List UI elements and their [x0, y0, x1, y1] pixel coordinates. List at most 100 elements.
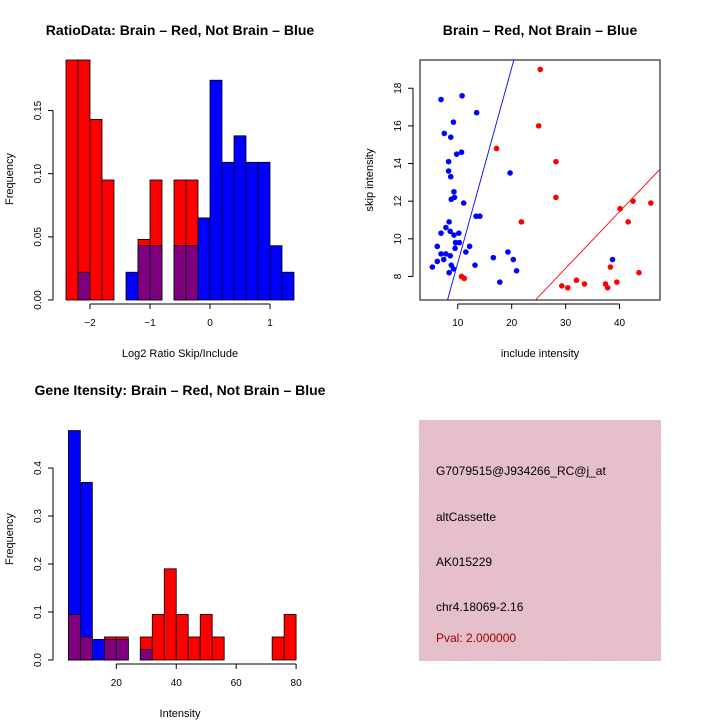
brain-point	[607, 264, 614, 270]
scatter-y-tick-label: 12	[393, 195, 404, 207]
not-brain-point	[438, 230, 444, 236]
scatter-x-axis: 10 20 30 40	[452, 303, 626, 329]
scatter-x-tick-label: 30	[560, 318, 572, 329]
not-brain-point	[447, 173, 454, 180]
not-brain-point	[458, 149, 465, 156]
gene-bar	[283, 614, 297, 661]
gene-bar	[187, 636, 201, 661]
gene-histogram-ylabel: Frequency	[4, 513, 16, 565]
scatter-y-axis: 8 10 12 14 16 18	[393, 82, 414, 279]
not-brain-point	[446, 219, 452, 225]
gene-overlap-bar	[67, 614, 81, 661]
ratio-bar	[209, 79, 223, 301]
ratio-histogram-x-axis: −2 −1 0 1	[84, 303, 273, 329]
not-brain-point	[440, 256, 447, 263]
gene-y-tick-label: 0.3	[33, 509, 44, 523]
gene-overlap-bar	[79, 636, 93, 661]
not-brain-point	[505, 249, 511, 255]
ratio-bar	[269, 245, 283, 301]
scatter-blue-diagonal-line	[447, 60, 515, 300]
gene-overlap-bar	[139, 649, 153, 661]
ratio-y-tick-label: 0.05	[33, 227, 44, 247]
gene-histogram-bars	[67, 430, 297, 661]
not-brain-point	[477, 213, 483, 220]
not-brain-point	[472, 262, 478, 268]
gene-bar	[271, 636, 285, 661]
brain-point	[537, 66, 544, 73]
not-brain-point	[438, 96, 444, 103]
ratio-histogram-panel: RatioData: Brain – Red, Not Brain – Blue…	[4, 22, 314, 360]
not-brain-point	[453, 151, 460, 157]
ratio-bar	[257, 161, 271, 301]
not-brain-point	[443, 224, 449, 231]
not-brain-point	[438, 251, 444, 257]
ratio-bar	[281, 271, 295, 301]
gene-bar	[175, 614, 189, 661]
not-brain-point	[609, 256, 616, 263]
gene-y-tick-label: 0.2	[33, 557, 44, 571]
brain-point	[553, 194, 559, 201]
not-brain-point	[460, 200, 467, 206]
ratio-histogram-ylabel: Frequency	[4, 153, 16, 205]
gene-histogram-x-axis: 20 40 60 80	[111, 663, 303, 689]
ratio-overlap-bar	[173, 245, 187, 301]
not-brain-point	[447, 252, 454, 259]
brain-point	[636, 269, 642, 276]
not-brain-point	[447, 134, 454, 140]
gene-x-tick-label: 20	[111, 678, 123, 689]
ratio-bar	[221, 161, 235, 301]
not-brain-point	[452, 245, 458, 252]
not-brain-point	[510, 256, 517, 263]
not-brain-point	[473, 109, 480, 116]
accession-text: AK015229	[436, 555, 493, 569]
ratio-bar	[77, 59, 91, 301]
ratio-bar	[197, 217, 211, 301]
not-brain-point	[513, 268, 520, 274]
brain-point	[559, 283, 565, 289]
ratio-histogram-title: RatioData: Brain – Red, Not Brain – Blue	[46, 22, 315, 38]
probe-id-text: G7079515@J934266_RC@j_at	[436, 464, 606, 478]
not-brain-point	[447, 228, 454, 235]
brain-point	[518, 219, 525, 225]
brain-point	[493, 145, 500, 152]
gene-x-tick-label: 80	[291, 678, 303, 689]
scatter-y-tick-label: 14	[393, 158, 404, 170]
scatter-y-tick-label: 18	[393, 82, 404, 94]
brain-point	[461, 275, 468, 282]
not-brain-point	[434, 258, 441, 265]
brain-point	[581, 281, 588, 287]
brain-point	[614, 279, 620, 285]
location-text: chr4.18069-2.16	[436, 600, 524, 614]
gene-bar	[199, 614, 213, 661]
not-brain-point	[456, 230, 462, 236]
gene-histogram-title: Gene Itensity: Brain – Red, Not Brain – …	[35, 382, 326, 398]
ratio-y-tick-label: 0.15	[33, 100, 44, 120]
ratio-overlap-bar	[185, 245, 199, 301]
intensity-scatter-panel: Brain – Red, Not Brain – Blue 10 20 30 40 8…	[364, 22, 661, 360]
ratio-bar	[65, 59, 79, 301]
scatter-lines	[447, 60, 660, 300]
ratio-histogram-xlabel: Log2 Ratio Skip/Include	[122, 348, 238, 360]
ratio-overlap-bar	[137, 245, 151, 301]
ratio-histogram-bars	[65, 59, 295, 301]
gene-x-tick-label: 40	[171, 678, 183, 689]
gene-x-tick-label: 60	[231, 678, 243, 689]
scatter-x-tick-label: 20	[506, 318, 518, 329]
ratio-overlap-bar	[149, 245, 163, 301]
brain-point	[564, 284, 571, 291]
scatter-red-diagonal-line	[535, 168, 660, 300]
gene-bar	[211, 636, 225, 661]
not-brain-point	[463, 249, 469, 255]
not-brain-point	[507, 170, 513, 176]
scatter-x-tick-label: 40	[614, 318, 626, 329]
brain-point	[648, 200, 654, 206]
not-brain-point	[445, 158, 452, 165]
gene-overlap-bar	[103, 638, 117, 661]
gene-bar	[163, 568, 177, 661]
not-brain-point	[451, 194, 458, 201]
gene-y-tick-label: 0.1	[33, 605, 44, 619]
scatter-title: Brain – Red, Not Brain – Blue	[443, 22, 638, 38]
scatter-y-tick-label: 16	[393, 120, 404, 132]
scatter-ylabel: skip intensity	[364, 148, 376, 211]
